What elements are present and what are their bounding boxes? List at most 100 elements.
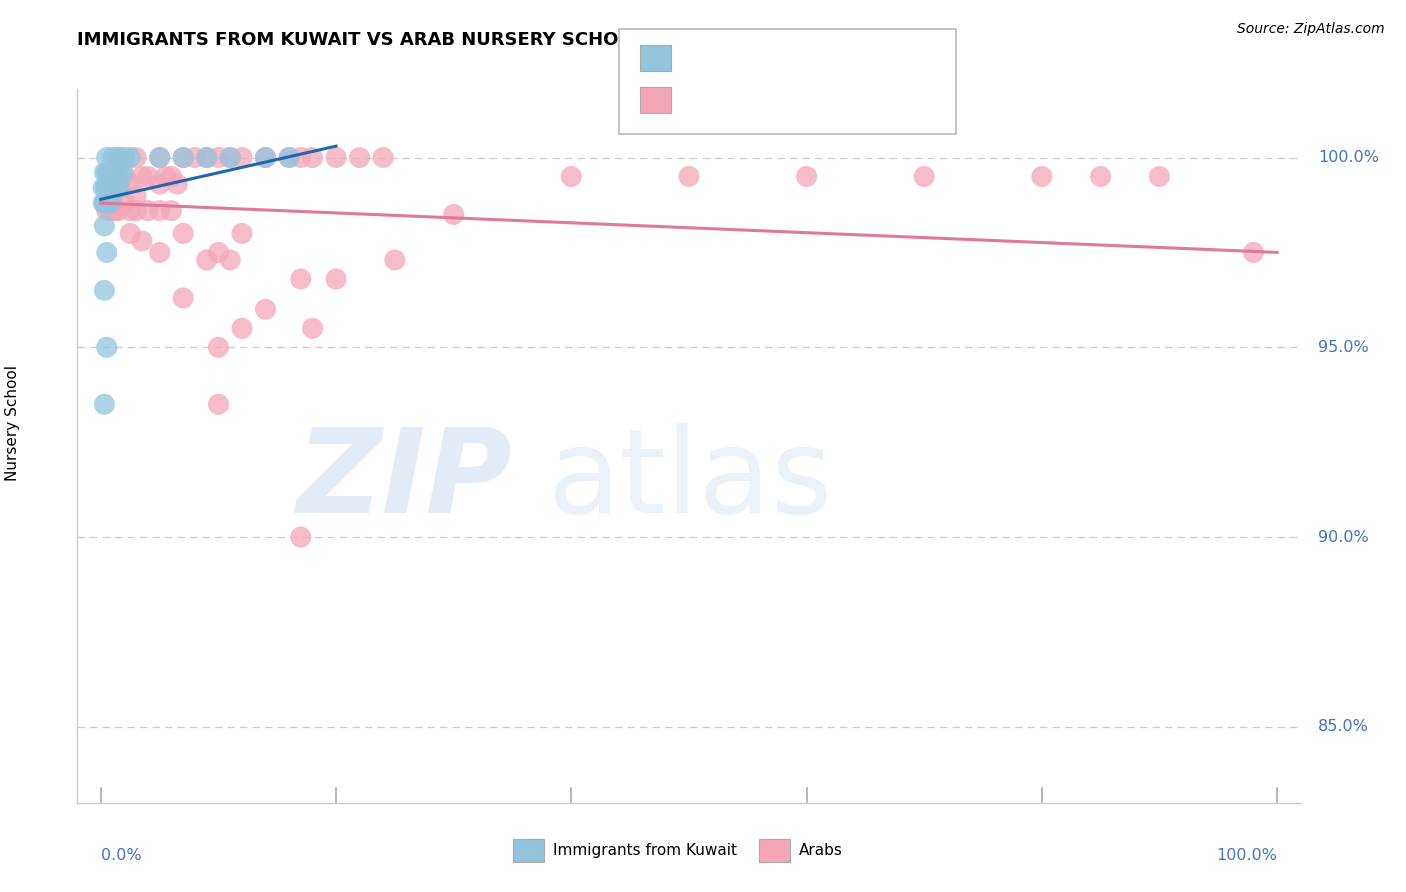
Text: Arabs: Arabs — [799, 843, 842, 858]
Point — [155, 169, 177, 184]
Point — [678, 169, 700, 184]
Point — [912, 169, 935, 184]
Point — [172, 151, 194, 165]
Point — [219, 151, 242, 165]
Point — [219, 252, 242, 267]
Text: ZIP: ZIP — [297, 423, 513, 538]
Point — [105, 181, 128, 195]
Point — [98, 196, 121, 211]
Point — [105, 166, 128, 180]
Point — [149, 151, 172, 165]
Point — [325, 151, 347, 165]
Point — [136, 203, 159, 218]
Point — [160, 169, 183, 184]
Point — [108, 181, 131, 195]
Point — [1149, 169, 1171, 184]
Point — [94, 196, 117, 211]
Point — [107, 177, 129, 191]
Point — [278, 151, 301, 165]
Point — [149, 245, 172, 260]
Point — [93, 219, 115, 233]
Point — [125, 151, 148, 165]
Point — [278, 151, 301, 165]
Point — [101, 177, 124, 191]
Point — [207, 340, 229, 354]
Point — [112, 151, 135, 165]
Point — [1090, 169, 1112, 184]
Point — [98, 181, 121, 195]
Text: 90.0%: 90.0% — [1319, 530, 1369, 545]
Point — [107, 151, 129, 165]
Point — [195, 151, 218, 165]
Point — [96, 151, 118, 165]
Point — [796, 169, 818, 184]
Point — [166, 177, 188, 191]
Text: 85.0%: 85.0% — [1319, 719, 1369, 734]
Point — [443, 207, 465, 221]
Point — [98, 166, 121, 180]
Text: 100.0%: 100.0% — [1319, 150, 1379, 165]
Point — [96, 245, 118, 260]
Point — [104, 203, 127, 218]
Point — [149, 177, 172, 191]
Text: Source: ZipAtlas.com: Source: ZipAtlas.com — [1237, 22, 1385, 37]
Point — [107, 203, 129, 218]
Text: IMMIGRANTS FROM KUWAIT VS ARAB NURSERY SCHOOL CORRELATION CHART: IMMIGRANTS FROM KUWAIT VS ARAB NURSERY S… — [77, 31, 866, 49]
Point — [254, 302, 277, 317]
Point — [98, 196, 121, 211]
Point — [560, 169, 582, 184]
Point — [94, 181, 117, 195]
Text: 0.0%: 0.0% — [101, 848, 142, 863]
Point — [184, 151, 207, 165]
Point — [100, 181, 122, 195]
Point — [231, 227, 253, 241]
Point — [101, 196, 124, 211]
Point — [97, 196, 120, 211]
Text: 95.0%: 95.0% — [1319, 340, 1369, 355]
Text: 42: 42 — [872, 49, 897, 67]
Point — [125, 203, 148, 218]
Point — [91, 181, 114, 195]
Point — [136, 169, 159, 184]
Point — [149, 151, 172, 165]
Point — [104, 181, 127, 195]
Text: -0.084: -0.084 — [742, 91, 807, 109]
Point — [231, 321, 253, 335]
Point — [301, 321, 323, 335]
Point — [160, 203, 183, 218]
Point — [384, 252, 406, 267]
Point — [98, 203, 121, 218]
Point — [207, 397, 229, 411]
Point — [325, 272, 347, 286]
Point — [107, 151, 129, 165]
Point — [93, 196, 115, 211]
Point — [120, 151, 142, 165]
Text: R =: R = — [686, 49, 730, 67]
Text: R =: R = — [686, 91, 724, 109]
Point — [290, 530, 312, 544]
Point — [120, 203, 142, 218]
Point — [290, 272, 312, 286]
Text: 65: 65 — [872, 91, 897, 109]
Point — [219, 151, 242, 165]
Point — [254, 151, 277, 165]
Text: Nursery School: Nursery School — [6, 365, 20, 481]
Point — [131, 169, 153, 184]
Point — [112, 169, 135, 184]
Point — [149, 203, 172, 218]
Point — [120, 227, 142, 241]
Point — [97, 181, 120, 195]
Point — [112, 196, 135, 211]
Point — [98, 181, 121, 195]
Point — [207, 151, 229, 165]
Point — [96, 166, 118, 180]
Point — [96, 340, 118, 354]
Point — [371, 151, 394, 165]
Point — [96, 203, 118, 218]
Point — [231, 151, 253, 165]
Point — [96, 196, 118, 211]
Point — [101, 181, 124, 195]
Point — [349, 151, 371, 165]
Text: N =: N = — [808, 91, 858, 109]
Point — [93, 166, 115, 180]
